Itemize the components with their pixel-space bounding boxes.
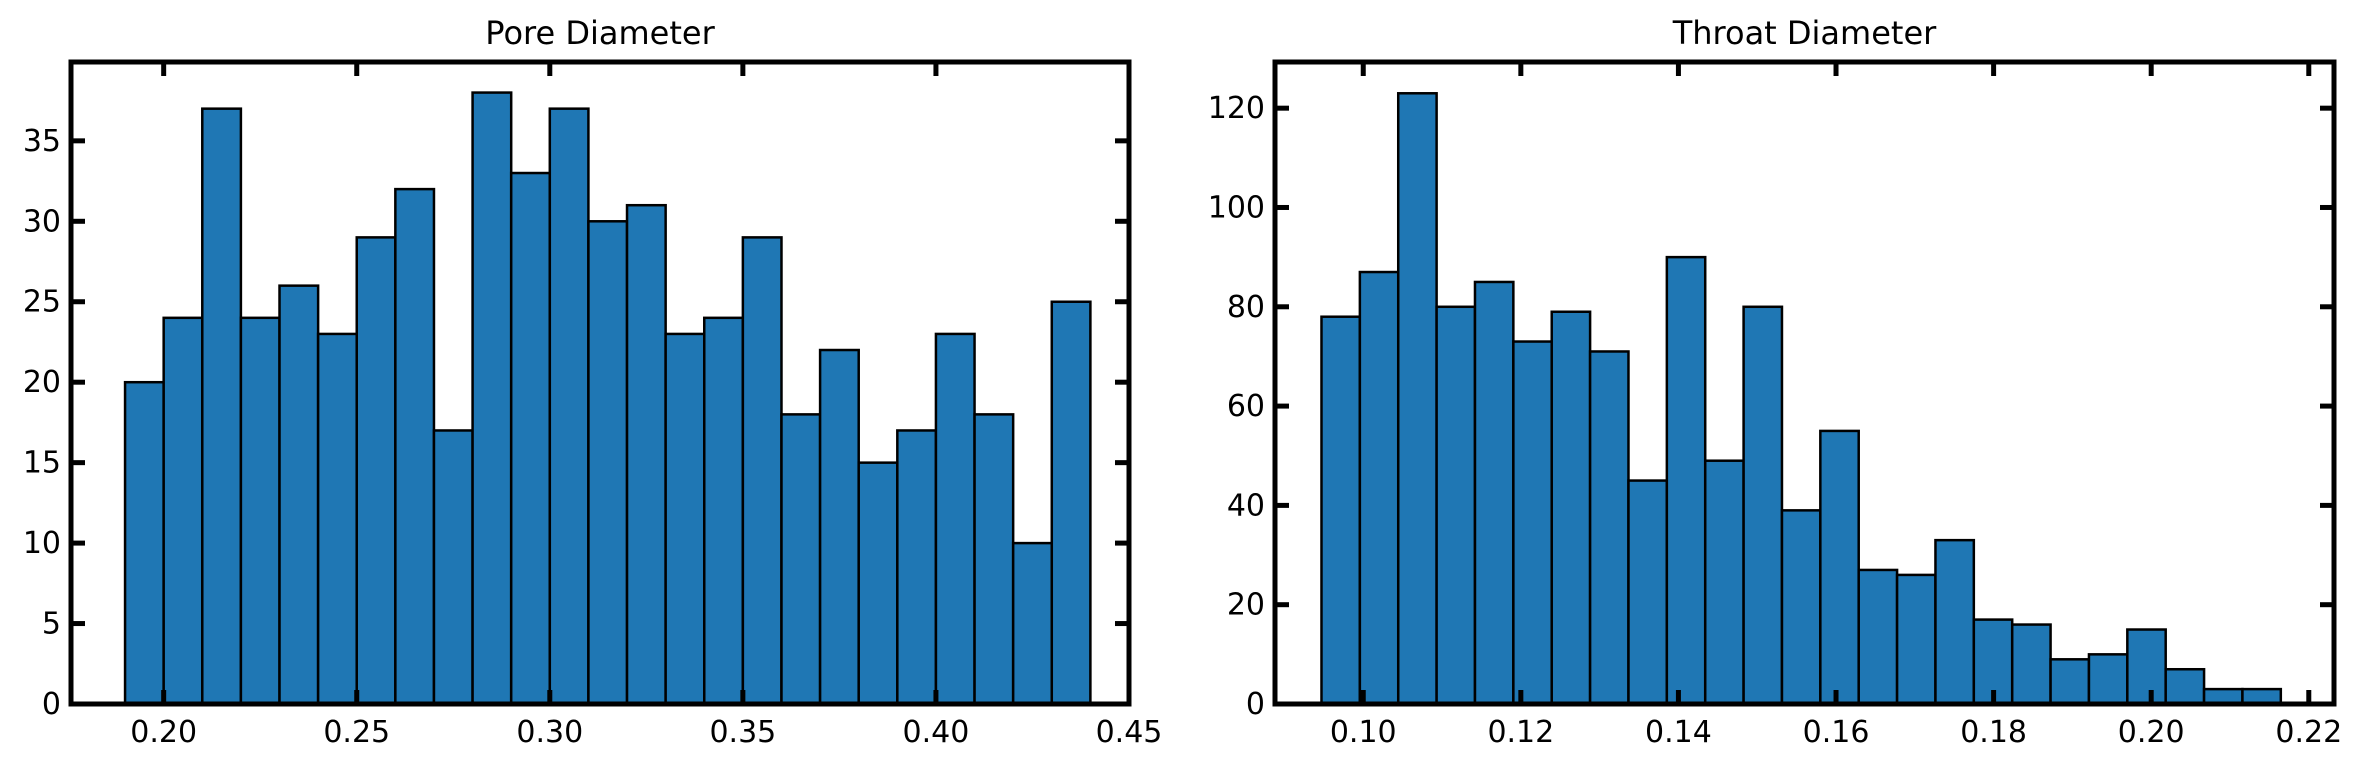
pore-histogram-bar: [509, 171, 552, 706]
pore-x-tick-label: 0.20: [130, 715, 197, 750]
pore-histogram-bar: [587, 220, 629, 706]
throat-histogram-bar: [1780, 509, 1822, 706]
throat-x-tick-label: 0.20: [2118, 715, 2185, 750]
pore-x-tick-label: 0.25: [323, 715, 390, 750]
throat-histogram-bar: [1396, 92, 1438, 706]
throat-y-tick-label: 120: [1208, 91, 1265, 126]
pore-histogram-bar: [1050, 300, 1092, 706]
throat-y-tick-label: 40: [1227, 488, 1265, 523]
throat-histogram-bar: [1742, 305, 1784, 706]
throat-histogram-bar: [1435, 305, 1477, 706]
throat-histogram-bar: [1627, 479, 1669, 706]
pore-histogram-bar: [201, 107, 243, 706]
pore-histogram-bar: [548, 107, 590, 706]
throat-histogram-bar: [2126, 628, 2167, 706]
throat-chart-title: Throat Diameter: [1672, 14, 1937, 52]
throat-histogram-bar: [1473, 280, 1515, 706]
pore-y-tick-label: 20: [23, 365, 61, 400]
pore-y-tick-label: 10: [23, 526, 61, 561]
pore-histogram-bar: [239, 316, 281, 706]
throat-histogram-bar: [1819, 429, 1860, 706]
throat-x-tick-label: 0.16: [1803, 715, 1870, 750]
pore-histogram-bar: [278, 284, 320, 706]
pore-histogram-bar: [703, 316, 745, 706]
pore-histogram-bar: [857, 461, 899, 706]
pore-y-tick-label: 15: [23, 446, 61, 481]
pore-histogram-bar: [432, 429, 474, 706]
pore-histogram-bar: [123, 380, 165, 706]
pore-y-tick-label: 35: [23, 124, 61, 159]
pore-x-tick-label: 0.40: [903, 715, 970, 750]
throat-x-tick-label: 0.12: [1487, 715, 1554, 750]
pore-histogram-bar: [316, 332, 358, 706]
throat-x-tick-label: 0.22: [2275, 715, 2342, 750]
throat-histogram-bar: [1512, 340, 1553, 706]
pore-histogram-bar: [664, 332, 706, 706]
throat-histogram-bar: [1550, 310, 1592, 706]
pore-histogram-bar: [394, 187, 436, 706]
pore-chart-title: Pore Diameter: [485, 14, 715, 52]
throat-histogram-bar: [1320, 315, 1362, 706]
throat-y-tick-label: 80: [1227, 290, 1265, 325]
throat-histogram-bar: [1934, 538, 1976, 706]
throat-histogram-bar: [2164, 667, 2206, 706]
throat-histogram-bar: [2049, 658, 2091, 706]
pore-diameter-panel: Pore Diameter 0.20 0.25 0.30 0.35 0.40 0.45 0 5 1…: [23, 14, 1163, 750]
throat-x-tick-label: 0.10: [1330, 715, 1397, 750]
throat-diameter-panel: Throat Diameter 0.10 0.12 0.14 0.16 0.18 0.20 0…: [1208, 14, 2342, 750]
throat-histogram-bar: [1895, 573, 1937, 706]
throat-y-tick-label: 60: [1227, 389, 1265, 424]
throat-histogram-bar: [1588, 350, 1630, 706]
throat-x-tick-label: 0.18: [1960, 715, 2027, 750]
pore-y-tick-label: 30: [23, 204, 61, 239]
pore-histogram-bar: [973, 413, 1015, 706]
pore-y-tick-label: 5: [42, 607, 61, 642]
throat-x-tick-label: 0.14: [1645, 715, 1712, 750]
throat-y-tick-label: 20: [1227, 588, 1265, 623]
pore-histogram-bar: [896, 429, 938, 706]
throat-histogram-bar: [1358, 270, 1400, 706]
pore-histogram-bar: [741, 236, 783, 706]
pore-x-tick-label: 0.30: [516, 715, 583, 750]
pore-histogram-bar: [818, 348, 860, 706]
pore-histogram-bar: [355, 236, 397, 706]
pore-x-tick-label: 0.45: [1096, 715, 1163, 750]
pore-histogram-bar: [780, 413, 822, 706]
throat-y-tick-label: 100: [1208, 190, 1265, 225]
pore-histogram-bar: [625, 203, 667, 706]
pore-y-tick-label: 25: [23, 285, 61, 320]
pore-histogram-bar: [1011, 541, 1054, 706]
throat-histogram-bar: [1857, 568, 1899, 706]
pore-y-tick-label: 0: [42, 687, 61, 722]
pore-x-tick-label: 0.35: [709, 715, 776, 750]
pore-histogram-bar: [162, 316, 204, 706]
pore-histogram-bar: [471, 91, 513, 706]
throat-histogram-bar: [1665, 255, 1707, 706]
throat-y-tick-label: 0: [1246, 687, 1265, 722]
throat-histogram-bar: [2010, 623, 2052, 706]
throat-histogram-bar: [2087, 653, 2129, 706]
pore-histogram-bar: [934, 332, 976, 706]
throat-plot-frame: [1272, 59, 2337, 707]
throat-histogram-bar: [1703, 459, 1745, 706]
